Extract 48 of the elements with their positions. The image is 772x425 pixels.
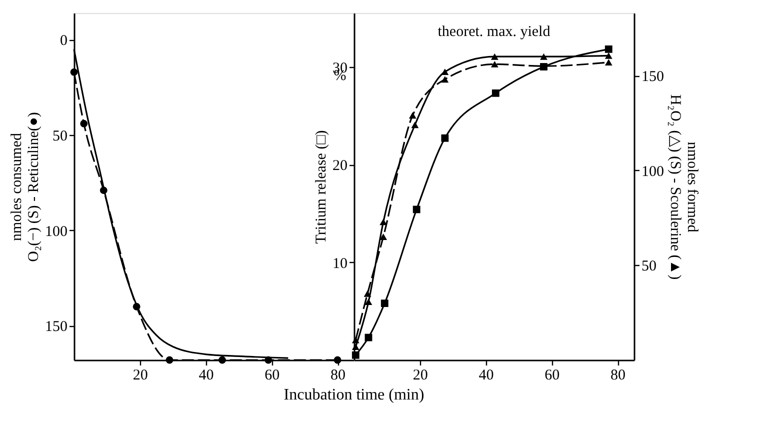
y-tick-label: 150: [45, 319, 68, 336]
point: [70, 68, 78, 76]
x-tick-label: 40: [198, 368, 214, 384]
x-tick-label: 80: [330, 368, 346, 384]
point: [264, 356, 272, 364]
x-axis-title: Incubation time (min): [284, 386, 424, 404]
x-tick-label: 20: [132, 368, 148, 384]
point: [364, 298, 372, 305]
annotation: theoret. max. yield: [438, 24, 551, 40]
point: [441, 134, 449, 142]
point: [604, 45, 612, 53]
point: [490, 53, 498, 60]
point: [352, 344, 360, 350]
point: [218, 356, 226, 364]
x-tick-label: 40: [478, 368, 494, 384]
y2-axis-title: nmoles formed H₂O₂ (△) (S) - Scoulerine (▲): [667, 94, 700, 280]
point: [540, 53, 548, 60]
y2-tick-label: 50: [642, 258, 656, 275]
point: [334, 356, 342, 364]
y-tick-label: 100: [45, 224, 68, 240]
y-tick-label: 50: [52, 128, 68, 145]
x-tick-label: 60: [264, 368, 280, 384]
x-tick-label: 20: [412, 368, 428, 384]
point: [604, 59, 612, 66]
y-tick-label: 10: [332, 256, 348, 272]
point: [490, 60, 498, 68]
point: [380, 234, 388, 240]
point: [441, 76, 449, 83]
point: [166, 356, 174, 364]
point: [441, 68, 449, 75]
point: [132, 302, 140, 310]
y-axis-title: nmoles consumed O₂(−) (S) - Reticuline(●): [9, 112, 42, 262]
point: [100, 186, 108, 194]
y2-tick-label: 150: [642, 69, 664, 86]
y-axis-title: Tritium release (□): [314, 130, 330, 244]
point: [412, 206, 420, 214]
point: [380, 300, 388, 308]
point: [408, 112, 416, 119]
point: [492, 89, 500, 97]
point: [352, 351, 360, 359]
x-tick-label: 80: [610, 368, 626, 384]
y2-tick-label: 100: [642, 164, 664, 180]
point: [604, 52, 612, 59]
point: [80, 120, 88, 128]
y-tick-label: 20: [332, 158, 348, 174]
point: [411, 122, 419, 128]
y-tick-label: 0: [60, 33, 68, 50]
x-tick-label: 60: [544, 368, 560, 384]
